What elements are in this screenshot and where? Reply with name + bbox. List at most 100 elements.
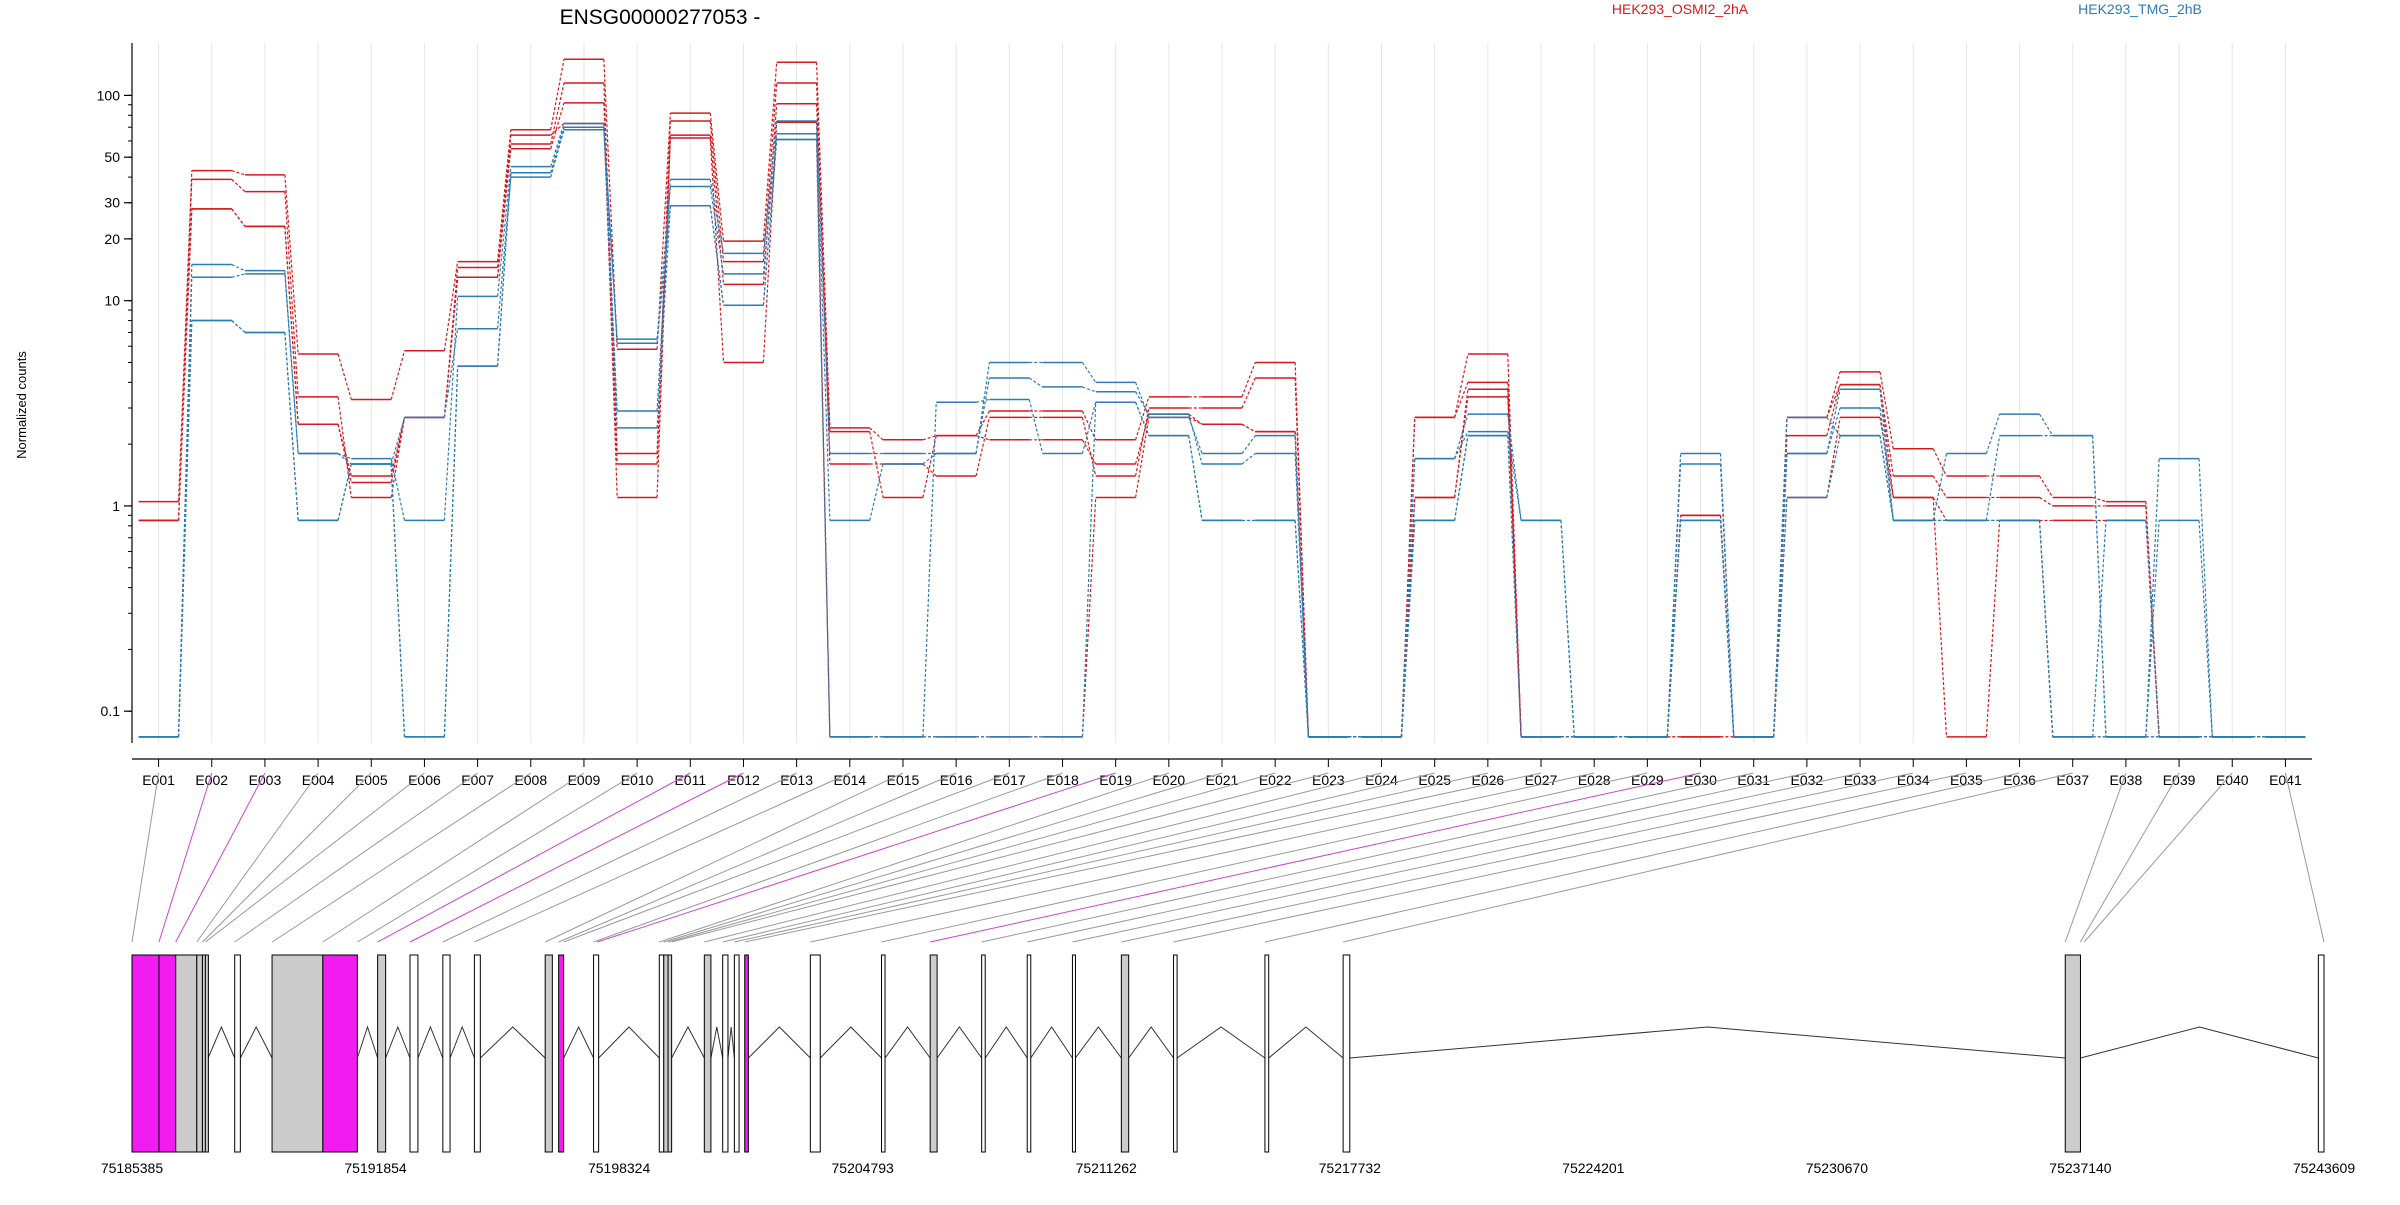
y-tick-label: 10 [104,293,120,309]
x-tick-label-e009: E009 [568,772,601,788]
series-transition [337,452,352,460]
intron-22 [1268,1026,1344,1059]
x-tick-label-e013: E013 [780,772,813,788]
connector-e005 [202,772,372,943]
intron-3 [356,1025,379,1059]
series-transition [2092,435,2107,737]
series-transition [1507,414,1522,521]
series-transition [2039,496,2054,507]
x-tick-label-e023: E023 [1312,772,1345,788]
x-tick-label-e021: E021 [1206,772,1239,788]
series-transition [869,431,884,498]
series-transition [550,59,565,130]
connector-e027 [744,772,1542,943]
series-transition [496,166,512,297]
series-transition [1454,396,1469,498]
exon-block-e024 [809,954,821,1153]
x-tick-label-e030: E030 [1684,772,1717,788]
series-transition [390,417,406,483]
exon-block-e027 [981,954,986,1153]
connector-e032 [1027,772,1807,943]
series-transition [1985,435,2001,521]
genomic-tick-label: 75230670 [1806,1160,1869,1176]
series-transition [815,62,831,428]
series-transition [922,402,937,737]
series-transition [1294,453,1310,737]
series-transition [231,178,246,193]
vertical-gridlines [158,43,2286,743]
series-transition [1028,399,1044,454]
connector-e016 [558,772,957,943]
chart-title: ENSG00000277053 - [560,6,761,29]
series-transition [337,463,352,521]
intron-11 [710,1026,724,1059]
intron-18 [1030,1026,1073,1059]
connector-e011 [377,772,691,943]
series-transition [2038,413,2054,436]
series-transition [337,353,352,400]
intron-15 [884,1026,931,1059]
series-transition [1188,416,1203,425]
series-transition [1081,402,1097,737]
x-tick-label-e005: E005 [355,772,388,788]
x-tick-label-e027: E027 [1525,772,1558,788]
connector-e020 [659,772,1169,943]
series-transition [1454,353,1469,418]
intron-14 [819,1026,882,1059]
series-transition [922,463,937,477]
series-transition [1879,384,1894,477]
genomic-tick-label: 75198324 [588,1160,651,1176]
y-tick-label: 100 [97,87,121,103]
exon-block-e009 [322,954,358,1153]
series-transition [815,121,831,454]
x-tick-label-e036: E036 [2003,772,2036,788]
exon-block-e022 [733,954,740,1153]
connector-e010 [357,772,638,943]
genomic-tick-label: 75237140 [2049,1160,2112,1176]
series-transition [656,205,671,344]
series-transition [231,263,246,272]
series-transition [1932,497,1948,737]
series-transition [975,410,990,436]
series-transition [1879,435,1894,521]
exon-block-e001 [131,954,160,1153]
connector-e025 [722,772,1435,943]
genomic-tick-label: 75224201 [1562,1160,1625,1176]
series-transition [177,170,193,502]
series-transition [2092,496,2107,503]
series-transition [496,129,512,262]
series-transition [1507,435,1522,737]
x-tick-label-e040: E040 [2216,772,2249,788]
connector-e013 [442,772,797,943]
x-tick-label-e011: E011 [674,772,706,788]
series-transition [1932,448,1947,477]
y-tick-label: 30 [104,195,120,211]
connector-e002 [158,772,213,943]
intron-8 [563,1025,595,1059]
series-transition [1188,413,1203,425]
series-transition [869,427,884,441]
series-transition [1773,417,1788,737]
exon-block-e006 [204,954,209,1153]
intron-2 [239,1025,273,1059]
connector-e021 [663,772,1223,943]
exon-block-e031 [1173,954,1178,1153]
gene-model [131,954,2325,1153]
series-transition [1826,371,1841,418]
connector-e007 [234,772,478,943]
series-transition [1135,391,1150,415]
series-transition [1241,423,1256,433]
series-transition [1454,382,1469,418]
series-transition [1932,475,1947,498]
connector-e008 [271,772,532,943]
exon-block-e028 [1026,954,1032,1153]
series-transition [1081,410,1097,441]
legend-label-osmi2: HEK293_OSMI2_2hA [1612,1,1749,17]
series-transition [709,205,725,306]
series-transition [1507,396,1522,737]
intron-23 [1349,1026,2066,1059]
series-transition [762,103,778,285]
series-transition [1826,407,1841,454]
exon-block-e030 [1120,954,1130,1153]
